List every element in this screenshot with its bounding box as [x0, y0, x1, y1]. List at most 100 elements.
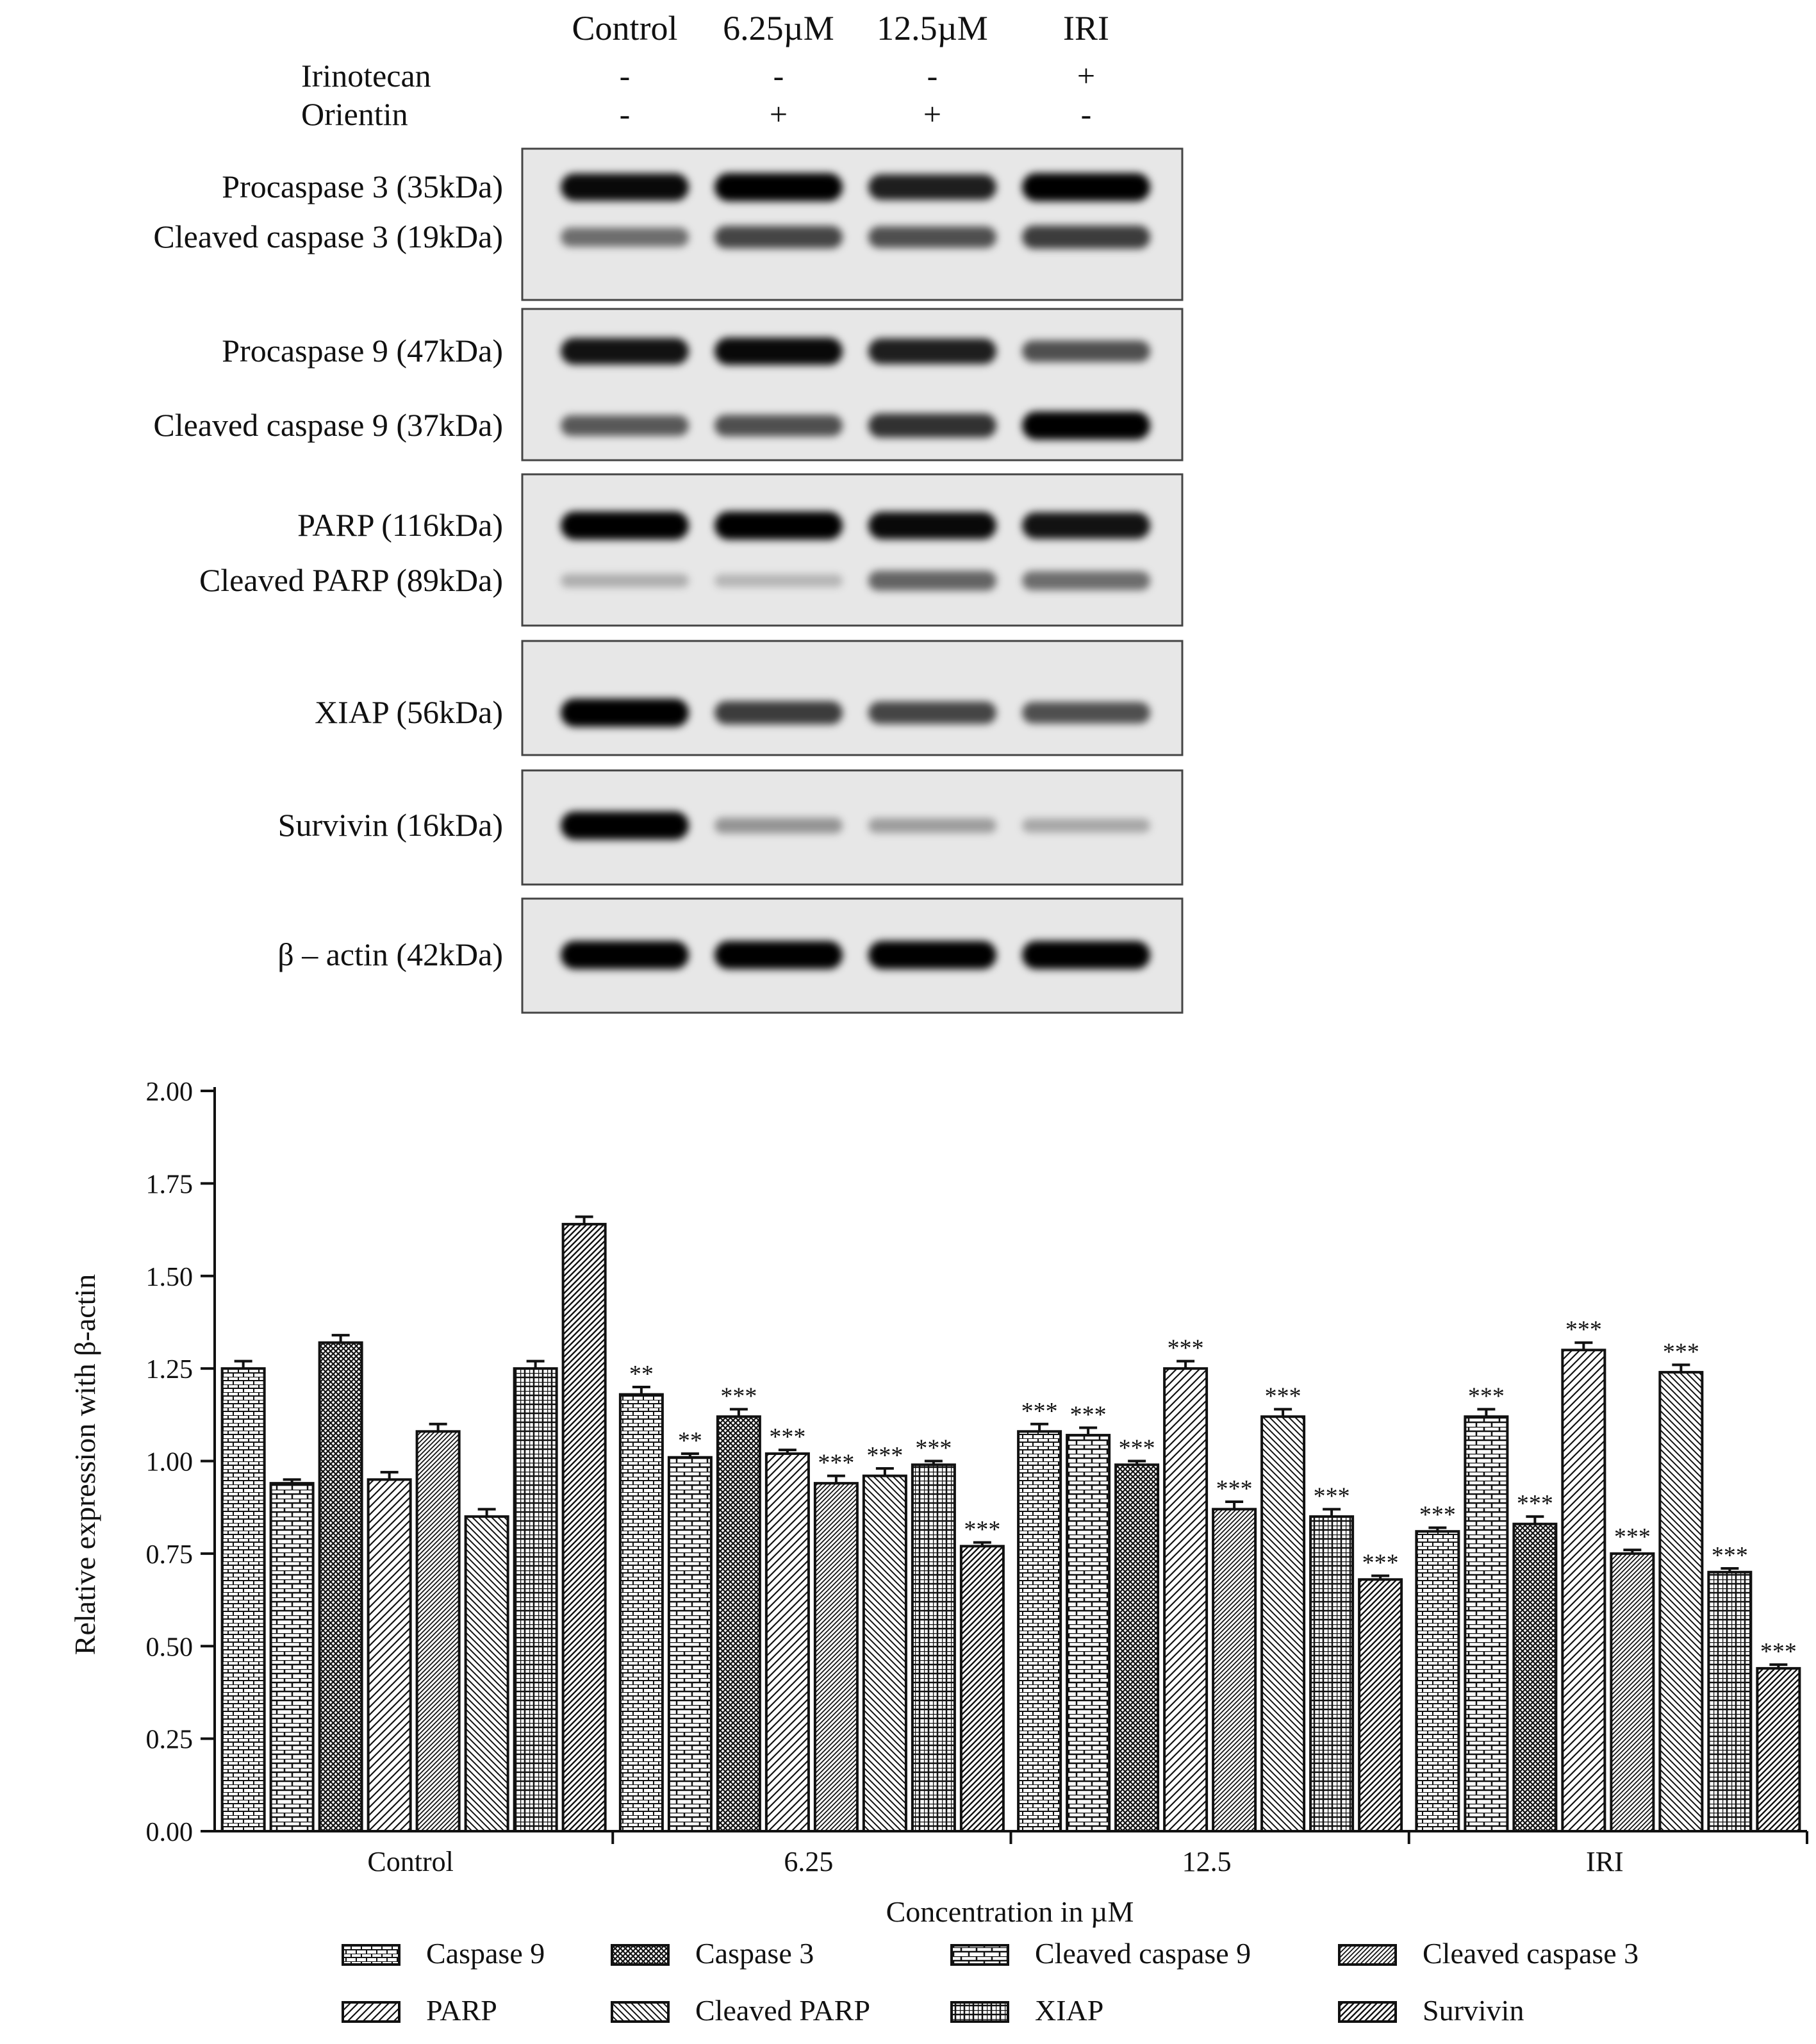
lane-header: IRI	[1063, 9, 1109, 47]
blot-band	[561, 941, 689, 969]
bar	[367, 1478, 412, 1832]
bar	[561, 1222, 607, 1832]
bar	[959, 1545, 1005, 1832]
blot-band	[561, 173, 689, 201]
significance-marker: ***	[1216, 1475, 1253, 1502]
blot-band	[561, 415, 689, 436]
legend-swatch	[611, 2001, 670, 2023]
treatment-label: Orientin	[301, 96, 408, 132]
x-tick-label: IRI	[1586, 1846, 1624, 1877]
bar	[1658, 1370, 1704, 1832]
y-tick-label: 2.00	[146, 1077, 194, 1107]
band-label: Cleaved PARP (89kDa)	[199, 562, 503, 598]
bar-chart: 0.00 0.25 0.50 0.75 1.00 1.25 1.50 1.75 2.00 Cont…	[69, 1077, 1808, 2027]
bar	[911, 1463, 956, 1832]
y-tick-label: 1.25	[146, 1355, 194, 1384]
y-tick-label: 1.50	[146, 1263, 194, 1292]
x-tick-label: Control	[367, 1846, 453, 1877]
legend-swatch	[342, 2001, 400, 2023]
legend-label: Survivin	[1423, 1994, 1524, 2027]
blot-panel: Procaspase 3 (35kDa) Cleaved caspase 3 (1…	[153, 147, 1184, 301]
significance-marker: ***	[1468, 1383, 1505, 1410]
blot-band	[868, 818, 996, 833]
treatment-sign: +	[1077, 58, 1095, 94]
bar	[813, 1482, 859, 1832]
blot-panel: β – actin (42kDa)	[277, 897, 1184, 1014]
blot-band	[714, 941, 843, 969]
blot-band	[868, 338, 996, 365]
bar	[513, 1367, 558, 1832]
y-tick-label: 1.00	[146, 1448, 194, 1477]
bar	[269, 1482, 315, 1832]
chart-axes: 0.00 0.25 0.50 0.75 1.00 1.25 1.50 1.75 2.00 Cont…	[146, 1077, 1808, 1877]
significance-marker: ***	[1419, 1501, 1456, 1528]
blot-band	[714, 701, 843, 725]
band-label: Cleaved caspase 3 (19kDa)	[153, 219, 503, 254]
legend-label: PARP	[426, 1994, 497, 2027]
bar	[1309, 1515, 1355, 1832]
bar	[1610, 1552, 1655, 1832]
blot-band	[561, 228, 689, 247]
significance-marker: ***	[1712, 1542, 1748, 1569]
significance-marker: **	[629, 1361, 654, 1388]
bar	[1464, 1415, 1509, 1832]
blot-band	[1022, 941, 1150, 969]
bar	[716, 1415, 761, 1832]
bar	[220, 1367, 266, 1832]
lane-headers: Control 6.25µM 12.5µM IRI	[572, 9, 1109, 47]
bar	[764, 1452, 810, 1832]
significance-marker: ***	[1168, 1335, 1204, 1362]
blot-band	[1022, 512, 1150, 539]
band-label: XIAP (56kDa)	[315, 694, 503, 730]
blot-band	[561, 811, 689, 840]
bar	[1066, 1434, 1111, 1832]
bar	[1512, 1522, 1558, 1833]
bar	[1707, 1570, 1753, 1832]
bar	[1114, 1463, 1160, 1832]
blot-band	[714, 817, 843, 834]
x-tick-label: 12.5	[1182, 1846, 1232, 1877]
bar	[415, 1430, 461, 1833]
significance-marker: ***	[1021, 1398, 1058, 1425]
blot-band	[561, 338, 689, 365]
significance-marker: ***	[866, 1442, 903, 1469]
legend-swatch	[611, 1944, 670, 1966]
treatment-sign: -	[620, 58, 631, 94]
blot-band	[1022, 571, 1150, 590]
bar	[1260, 1415, 1306, 1832]
blot-band	[1022, 340, 1150, 362]
x-tick-label: 6.25	[784, 1846, 833, 1877]
lane-header: 12.5µM	[877, 9, 988, 47]
blot-panel: Procaspase 9 (47kDa) Cleaved caspase 9 (3…	[153, 308, 1184, 461]
significance-marker: ***	[1119, 1435, 1155, 1462]
blot-panel: PARP (116kDa) Cleaved PARP (89kDa)	[199, 473, 1184, 627]
significance-marker: ***	[964, 1516, 1000, 1543]
legend-label: Cleaved PARP	[695, 1994, 870, 2027]
legend-label: Caspase 9	[426, 1937, 545, 1970]
y-tick-label: 0.25	[146, 1725, 194, 1755]
treatment-sign: +	[923, 96, 941, 132]
bar	[464, 1515, 509, 1832]
bar	[667, 1456, 713, 1833]
legend-swatch	[1338, 1944, 1397, 1966]
western-blot: Control 6.25µM 12.5µM IRI Irinotecan - - - +Ori…	[153, 9, 1184, 1014]
blot-band	[1022, 173, 1150, 201]
bar	[1756, 1666, 1801, 1832]
treatment-sign: -	[1081, 96, 1092, 132]
blot-band	[714, 173, 843, 201]
blot-band	[868, 511, 996, 540]
blot-band	[1022, 225, 1150, 249]
blot-panels: Procaspase 3 (35kDa) Cleaved caspase 3 (1…	[153, 147, 1184, 1014]
bar	[318, 1341, 363, 1832]
treatment-sign: -	[927, 58, 938, 94]
legend-swatch	[950, 1944, 1009, 1966]
lane-header: 6.25µM	[723, 9, 834, 47]
significance-marker: ***	[1760, 1638, 1797, 1665]
y-tick-label: 0.75	[146, 1540, 194, 1570]
treatment-sign: -	[773, 58, 784, 94]
band-label: Procaspase 9 (47kDa)	[222, 333, 503, 369]
legend-swatch	[342, 1944, 400, 1966]
blot-membrane	[521, 147, 1184, 301]
bar	[1017, 1430, 1062, 1833]
